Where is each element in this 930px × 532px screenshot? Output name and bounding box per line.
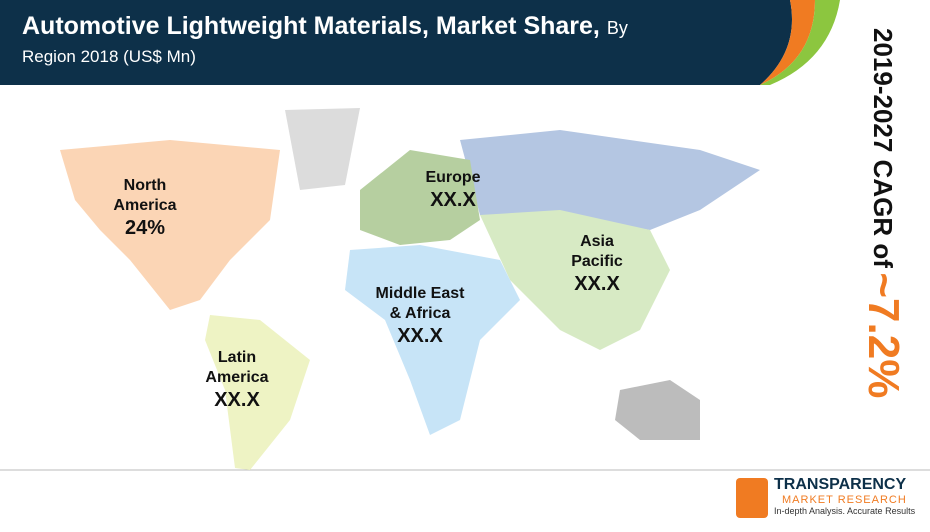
- logo-icon: [736, 478, 768, 518]
- swoosh-green: [760, 0, 840, 85]
- australia: [615, 380, 700, 440]
- region-value: XX.X: [397, 325, 443, 347]
- region-name: Latin America: [205, 349, 269, 386]
- region-name: North America: [113, 177, 177, 214]
- region-label: Asia Pacific XX.X: [557, 232, 637, 294]
- region-value: XX.X: [214, 389, 260, 411]
- cagr-value: ~7.2%: [859, 272, 908, 399]
- cagr-label: 2019-2027 CAGR of: [868, 28, 898, 268]
- cagr: 2019-2027 CAGR of ~7.2%: [858, 28, 908, 468]
- region-russia: [460, 130, 760, 230]
- region-name: Asia Pacific: [571, 233, 623, 270]
- swoosh-orange: [760, 0, 815, 85]
- region-name: Middle East & Africa: [375, 285, 465, 322]
- title-suffix: By: [606, 18, 628, 38]
- region-value: 24%: [124, 217, 166, 239]
- logo-tagline: In-depth Analysis. Accurate Results: [774, 506, 916, 516]
- logo-subname: MARKET RESEARCH: [782, 494, 907, 506]
- logo: TRANSPARENCY MARKET RESEARCH In-depth An…: [734, 476, 924, 526]
- region-value: XX.X: [430, 189, 476, 211]
- region-label: North America 24%: [95, 176, 195, 238]
- header-band: [0, 0, 792, 85]
- region-north-america: [60, 140, 280, 310]
- title-line: Automotive Lightweight Materials, Market…: [22, 12, 628, 41]
- logo-name: TRANSPARENCY: [774, 476, 907, 493]
- region-label: Latin America XX.X: [192, 348, 282, 410]
- region-value: XX.X: [574, 273, 620, 295]
- region-name: Europe: [425, 169, 481, 186]
- title: Automotive Lightweight Materials, Market…: [22, 12, 600, 40]
- region-asia-pacific: [480, 210, 670, 350]
- region-europe: [360, 150, 480, 245]
- region-label: Europe XX.X: [403, 168, 503, 210]
- region-label: Middle East & Africa XX.X: [375, 284, 465, 346]
- greenland: [285, 108, 360, 190]
- region-mea: [345, 245, 520, 435]
- region-latin-america: [205, 315, 310, 470]
- subtitle: Region 2018 (US$ Mn): [22, 47, 196, 66]
